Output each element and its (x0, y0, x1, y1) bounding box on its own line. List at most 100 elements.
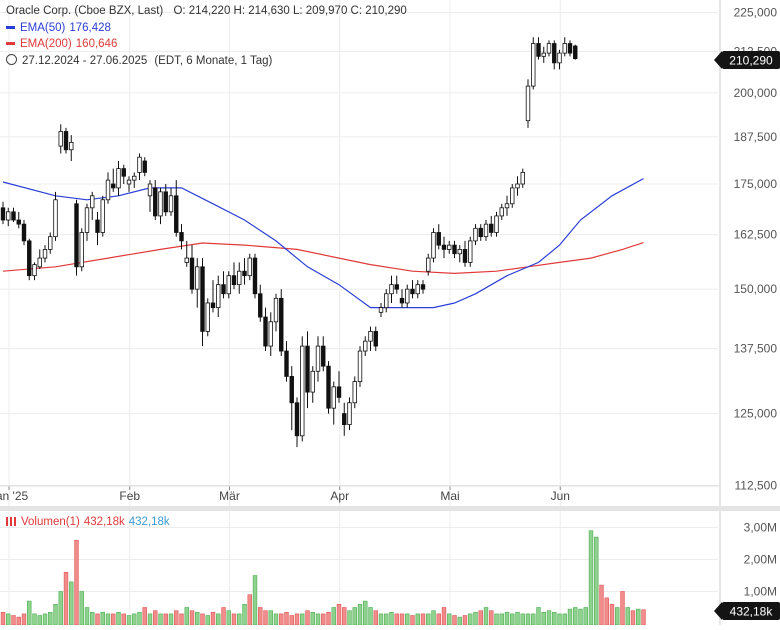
volume-bar (552, 611, 557, 626)
candle-body (573, 45, 578, 60)
volume-bar (315, 613, 321, 626)
candle-body (189, 257, 195, 290)
candle-body (200, 266, 205, 332)
candle (342, 402, 347, 436)
candle-body (0, 207, 6, 221)
candle (27, 238, 32, 281)
candle (105, 172, 111, 204)
volume-bar (53, 603, 58, 626)
candle (74, 199, 79, 276)
candle (163, 183, 168, 216)
candle (100, 195, 105, 237)
x-tick-label: Feb (119, 489, 140, 503)
ema50-value: 176,428 (69, 22, 111, 34)
volume-bar (594, 536, 599, 626)
candle-body (74, 203, 79, 268)
legend-ema50-row[interactable]: EMA(50) 176,428 (6, 22, 111, 34)
candle (520, 168, 525, 188)
candle (426, 253, 431, 276)
candle-body (279, 297, 284, 352)
candle-body (473, 227, 478, 242)
candle (431, 228, 436, 263)
candle-body (205, 302, 210, 332)
legend-ema200-row[interactable]: EMA(200) 160,646 (6, 38, 117, 50)
candle (126, 176, 132, 192)
volume-bar (69, 581, 74, 626)
candle-body (300, 345, 305, 437)
ema200-label: EMA(200) (20, 38, 72, 50)
volume-bar (573, 607, 578, 626)
candle (48, 232, 53, 254)
volume-bar (147, 613, 153, 626)
volume-value-red: 432,18k (83, 516, 125, 528)
volume-bar (452, 615, 457, 626)
volume-bar (641, 609, 646, 626)
candle (263, 307, 268, 352)
volume-bar (126, 615, 132, 626)
legend-volume-row[interactable]: Volumen(1) 432,18k 432,18k (6, 516, 170, 528)
candle-body (153, 187, 158, 217)
volume-bar (373, 610, 378, 626)
candle-body (100, 199, 105, 233)
candle-body (48, 236, 53, 250)
candle-body (310, 370, 315, 393)
candle-body (525, 85, 531, 122)
candle-body (289, 376, 294, 404)
candle (494, 211, 499, 237)
candle-body (546, 43, 552, 54)
volume-bar (300, 613, 305, 626)
candle-body (363, 340, 368, 352)
candle-body (478, 227, 483, 238)
candle (268, 312, 273, 357)
last-volume-tag: 432,18k (730, 605, 774, 619)
volume-bar (79, 591, 84, 626)
volume-bar (273, 613, 279, 626)
ema200-line (2, 242, 644, 275)
volume-bar (111, 613, 116, 626)
volume-bar (457, 616, 462, 626)
ema200-layer (2, 242, 644, 275)
y-tick-label: 200,000 (734, 86, 778, 100)
y-tick-label: 162,500 (734, 228, 778, 242)
volume-bar (210, 611, 216, 626)
volume-tick-label: 2,00M (744, 553, 777, 567)
volume-bar (541, 611, 546, 626)
volume-bar (132, 613, 137, 626)
volume-bar (121, 613, 126, 626)
volume-bar (399, 613, 405, 626)
volume-bar (473, 611, 478, 626)
candle-body (247, 257, 252, 277)
candle-body (368, 331, 373, 342)
volume-bar (347, 610, 352, 626)
candle-body (105, 179, 111, 201)
candle (42, 245, 48, 263)
volume-bar (305, 610, 310, 626)
volume-bar (184, 607, 189, 626)
y-tick-label: 112,500 (735, 479, 778, 493)
volume-label: Volumen(1) (21, 516, 80, 528)
date-range: 27.12.2024 - 27.06.2025 (22, 55, 148, 67)
volume-bar (625, 607, 630, 626)
candle-body (42, 249, 48, 259)
tags-layer: 210,290 432,18k (714, 51, 780, 620)
candle-body (11, 211, 16, 221)
candle (221, 271, 226, 299)
volume-bar (179, 613, 184, 626)
ema50-swatch (6, 26, 15, 30)
x-tick-label: Mai (440, 489, 459, 503)
volume-bar (420, 613, 426, 626)
candle-body (69, 141, 74, 151)
candle-body (195, 266, 200, 290)
candle-body (510, 187, 515, 205)
candle (394, 275, 399, 294)
candle-body (168, 195, 174, 213)
volume-bar (32, 613, 37, 626)
candle (357, 346, 363, 387)
legend-range-row: 27.12.2024 - 27.06.2025 (EDT, 6 Monate, 1… (6, 54, 272, 67)
candle (310, 366, 315, 403)
ohlc-readout: O: 214,220 H: 214,630 L: 209,970 C: 210,… (173, 5, 407, 17)
candle (541, 46, 546, 63)
x-tick-label: Jun (551, 489, 570, 503)
